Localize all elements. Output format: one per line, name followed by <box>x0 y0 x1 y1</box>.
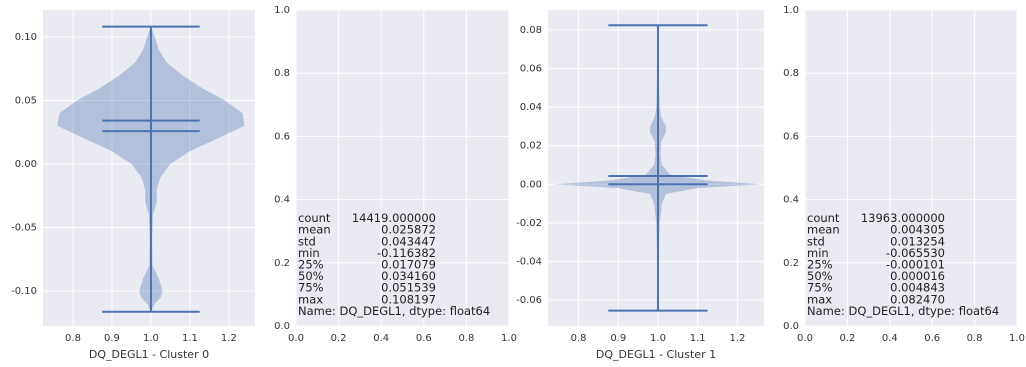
x-tick-label: 1.2 <box>221 333 237 344</box>
stat-value: 0.034160 <box>381 269 436 283</box>
stat-value: -0.000101 <box>886 258 945 272</box>
x-tick-label: 1.0 <box>501 333 517 344</box>
plot-area <box>805 10 1017 326</box>
stat-value: 0.017079 <box>381 258 436 272</box>
y-tick-label: 0.06 <box>520 64 542 75</box>
x-tick-label: 0.8 <box>65 333 81 344</box>
stat-value: 0.004305 <box>890 223 945 237</box>
plot-area <box>43 10 255 326</box>
stat-label: std <box>807 234 825 248</box>
x-tick-label: 0.4 <box>882 333 898 344</box>
x-tick-label: 1.0 <box>650 333 666 344</box>
y-tick-label: 0.8 <box>274 68 290 79</box>
y-tick-label: 0.00 <box>520 179 542 190</box>
x-axis-label: DQ_DEGL1 - Cluster 1 <box>596 348 716 361</box>
x-axis-label: DQ_DEGL1 - Cluster 0 <box>89 348 209 361</box>
x-tick-label: 0.8 <box>967 333 983 344</box>
stat-label: min <box>298 246 320 260</box>
x-tick-label: 0.2 <box>839 333 855 344</box>
stat-label: 25% <box>298 258 324 272</box>
y-tick-label: 0.05 <box>15 96 37 107</box>
y-tick-label: 0.8 <box>783 68 799 79</box>
y-tick-label: 0.04 <box>520 102 542 113</box>
stat-value: 0.004843 <box>890 281 945 295</box>
stat-label: 75% <box>807 281 833 295</box>
y-tick-label: 0.2 <box>783 258 799 269</box>
y-tick-label: 0.00 <box>15 159 37 170</box>
stat-value: 0.051539 <box>381 281 436 295</box>
stat-value: 0.025872 <box>381 223 436 237</box>
stat-label: max <box>298 292 323 306</box>
y-tick-label: 0.6 <box>783 131 799 142</box>
stat-value: -0.065530 <box>886 246 945 260</box>
y-tick-label: 0.08 <box>520 25 542 36</box>
y-tick-label: 1.0 <box>274 5 290 16</box>
stat-value: 0.043447 <box>381 234 436 248</box>
x-tick-label: 0.8 <box>571 333 587 344</box>
stat-value: 0.000016 <box>890 269 945 283</box>
y-tick-label: 0.10 <box>15 32 37 43</box>
x-tick-label: 0.4 <box>373 333 389 344</box>
y-tick-label: 0.0 <box>274 321 290 332</box>
stat-label: 50% <box>807 269 833 283</box>
y-tick-label: 1.0 <box>783 5 799 16</box>
stat-value: 13963.000000 <box>861 211 945 225</box>
stat-label: count <box>298 211 331 225</box>
y-tick-label: -0.05 <box>11 222 37 233</box>
stat-value: 0.108197 <box>381 292 436 306</box>
y-tick-label: 0.02 <box>520 141 542 152</box>
x-tick-label: 1.2 <box>729 333 745 344</box>
stat-value: 14419.000000 <box>352 211 436 225</box>
x-tick-label: 1.0 <box>143 333 159 344</box>
stat-label: max <box>807 292 832 306</box>
stat-footer: Name: DQ_DEGL1, dtype: float64 <box>807 304 999 318</box>
y-tick-label: -0.10 <box>11 286 37 297</box>
y-tick-label: 0.4 <box>783 195 799 206</box>
y-tick-label: -0.04 <box>516 256 542 267</box>
stat-label: min <box>807 246 829 260</box>
x-tick-label: 1.1 <box>690 333 706 344</box>
stat-label: mean <box>807 223 840 237</box>
x-tick-label: 0.2 <box>331 333 347 344</box>
stat-label: 50% <box>298 269 324 283</box>
stat-label: count <box>807 211 840 225</box>
x-tick-label: 0.8 <box>458 333 474 344</box>
y-tick-label: 0.4 <box>274 195 290 206</box>
plot-area <box>548 10 764 326</box>
x-tick-label: 0.6 <box>416 333 432 344</box>
y-tick-label: 0.0 <box>783 321 799 332</box>
x-tick-label: 1.1 <box>182 333 198 344</box>
stat-value: 0.013254 <box>890 234 945 248</box>
y-tick-label: 0.6 <box>274 131 290 142</box>
x-tick-label: 0.6 <box>924 333 940 344</box>
stat-label: 25% <box>807 258 833 272</box>
x-tick-label: 0.9 <box>610 333 626 344</box>
stat-label: 75% <box>298 281 324 295</box>
y-tick-label: 0.2 <box>274 258 290 269</box>
y-tick-label: -0.02 <box>516 218 542 229</box>
y-tick-label: -0.06 <box>516 295 542 306</box>
stat-label: std <box>298 234 316 248</box>
stat-value: 0.082470 <box>890 292 945 306</box>
x-tick-label: 0.0 <box>797 333 813 344</box>
x-tick-label: 1.0 <box>1009 333 1025 344</box>
stat-value: -0.116382 <box>377 246 436 260</box>
x-tick-label: 0.0 <box>288 333 304 344</box>
x-tick-label: 0.9 <box>104 333 120 344</box>
stat-label: mean <box>298 223 331 237</box>
plot-area <box>296 10 509 326</box>
stat-footer: Name: DQ_DEGL1, dtype: float64 <box>298 304 490 318</box>
